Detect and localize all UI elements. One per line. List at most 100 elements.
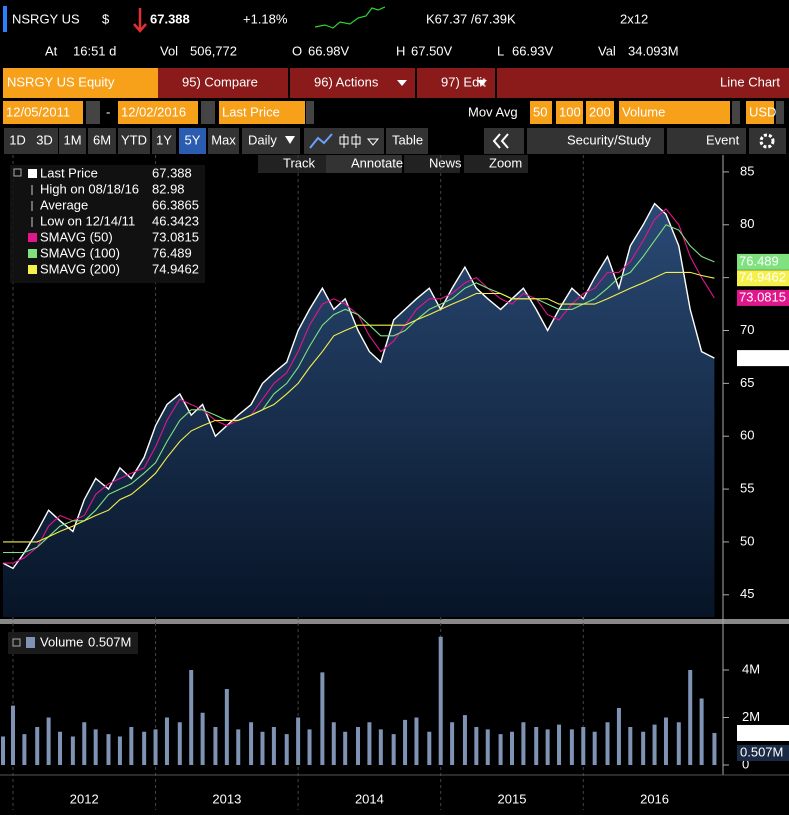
- lower-panel[interactable]: Volume: [622, 104, 665, 119]
- chart-tool[interactable]: [464, 155, 528, 173]
- frequency[interactable]: Daily: [248, 132, 277, 147]
- period-button[interactable]: [88, 128, 116, 154]
- period[interactable]: 1D: [9, 132, 26, 147]
- legend-value: 66.3865: [152, 197, 199, 212]
- menu-button[interactable]: [3, 68, 158, 98]
- legend-label: High on 08/18/16: [40, 181, 139, 196]
- menu-item[interactable]: 97) Edit: [441, 74, 486, 89]
- table-button[interactable]: [386, 128, 428, 154]
- period-button[interactable]: [4, 128, 31, 154]
- calendar-icon[interactable]: [201, 101, 215, 124]
- menu-button[interactable]: [158, 68, 288, 98]
- period[interactable]: 6M: [93, 132, 111, 147]
- period[interactable]: 1M: [63, 132, 81, 147]
- volume-bar: [236, 729, 241, 765]
- legend-value: 76.489: [152, 245, 192, 260]
- value-tag: [737, 289, 789, 306]
- input[interactable]: [619, 101, 730, 124]
- input[interactable]: [118, 101, 198, 124]
- table[interactable]: Table: [392, 132, 423, 147]
- period[interactable]: 1Y: [156, 132, 172, 147]
- input[interactable]: [3, 101, 83, 124]
- period[interactable]: YTD: [121, 132, 147, 147]
- field[interactable]: Last Price: [222, 104, 280, 119]
- period-button[interactable]: [152, 128, 176, 154]
- volume-bar: [485, 729, 490, 765]
- chart-tool-label[interactable]: News: [429, 155, 462, 170]
- menu-item[interactable]: 96) Actions: [314, 74, 379, 89]
- volume-bar: [35, 727, 40, 765]
- legend-swatch: [28, 169, 37, 178]
- start-date[interactable]: 12/05/2011: [6, 104, 70, 119]
- y2-tick-label: 0: [742, 756, 749, 771]
- legend-label: SMAVG (100): [40, 245, 120, 260]
- y-tick-label: 50: [740, 533, 754, 548]
- volume-bar: [117, 736, 122, 765]
- input[interactable]: [586, 101, 614, 124]
- calendar-icon[interactable]: [86, 101, 100, 124]
- volume-bar: [450, 722, 455, 765]
- legend-box: [10, 165, 205, 283]
- period[interactable]: 5Y: [185, 132, 201, 147]
- menu-item[interactable]: 95) Compare: [182, 74, 258, 89]
- dropdown[interactable]: [732, 101, 740, 124]
- mov-avg[interactable]: 200: [589, 104, 611, 119]
- period-button[interactable]: [59, 128, 86, 154]
- dropdown: [397, 80, 407, 86]
- series-line: [2, 202, 715, 570]
- volume-bar: [22, 734, 27, 765]
- event[interactable]: Event: [706, 132, 740, 147]
- chart-tool-label[interactable]: Annotate: [351, 155, 403, 170]
- dropdown[interactable]: [306, 101, 314, 124]
- study-button[interactable]: [527, 128, 664, 154]
- volume-tag: [737, 744, 789, 761]
- period-button[interactable]: [208, 128, 239, 154]
- currency[interactable]: USD: [749, 104, 776, 119]
- menu-button[interactable]: [290, 68, 415, 98]
- volume-bar: [592, 731, 597, 765]
- volume-bar: [296, 717, 301, 765]
- chart-tool[interactable]: [404, 155, 460, 173]
- gear-icon: [759, 133, 775, 149]
- volume-bar: [676, 722, 681, 765]
- volume-bar: [569, 729, 574, 765]
- chart-tool-label[interactable]: Track: [283, 155, 316, 170]
- period[interactable]: Max: [211, 132, 236, 147]
- quote-value: 66.93V: [512, 43, 554, 58]
- event-button[interactable]: [667, 128, 746, 154]
- volume-bar: [271, 727, 276, 765]
- period[interactable]: 3D: [36, 132, 53, 147]
- chart-tool[interactable]: [326, 155, 402, 173]
- mov-avg[interactable]: 100: [559, 104, 581, 119]
- bid-ask: K67.37 /67.39K: [426, 11, 516, 26]
- end-date[interactable]: 12/02/2016: [121, 104, 186, 119]
- period-button[interactable]: [179, 128, 206, 154]
- volume-bar: [93, 729, 98, 765]
- chart-tool-label[interactable]: Zoom: [489, 155, 522, 170]
- mov-avg[interactable]: 50: [533, 104, 547, 119]
- quote-label: H: [396, 43, 405, 58]
- input[interactable]: [556, 101, 583, 124]
- chart-tool[interactable]: [258, 155, 328, 173]
- back-button[interactable]: [484, 128, 524, 154]
- menu-item[interactable]: Line Chart: [720, 74, 780, 89]
- menu-button[interactable]: [497, 68, 789, 98]
- sparkline: [314, 6, 386, 29]
- quote-label: At: [45, 43, 58, 58]
- volume-bar: [581, 727, 586, 765]
- input[interactable]: [530, 101, 552, 124]
- input[interactable]: [219, 101, 305, 124]
- dropdown[interactable]: [776, 101, 784, 124]
- volume-bar: [498, 734, 503, 765]
- menu-item[interactable]: NSRGY US Equity: [7, 74, 115, 89]
- input[interactable]: [746, 101, 774, 124]
- legend-label: SMAVG (200): [40, 261, 120, 276]
- study[interactable]: Security/Study: [567, 132, 651, 147]
- period-button[interactable]: [31, 128, 58, 154]
- settings-button[interactable]: [749, 128, 786, 154]
- volume-bar: [46, 717, 51, 765]
- volume-tag: [737, 724, 789, 741]
- period-button[interactable]: [118, 128, 150, 154]
- quote-value: 67.50V: [411, 43, 453, 58]
- series-line: [3, 224, 715, 554]
